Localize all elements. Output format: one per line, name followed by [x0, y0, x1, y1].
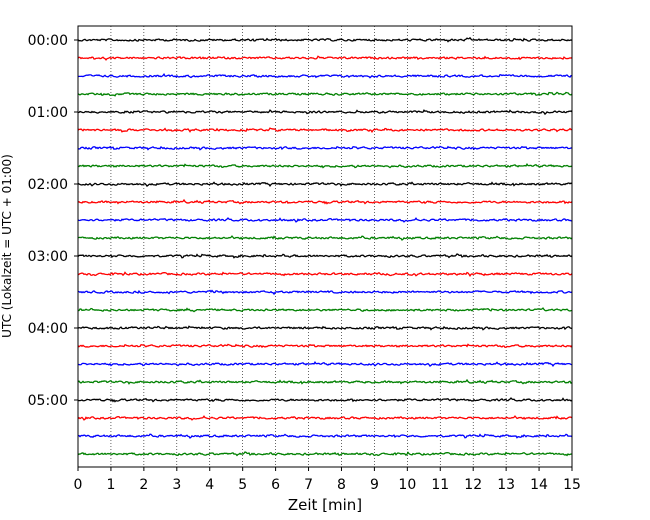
plot-frame [77, 25, 573, 468]
trace-0400 [77, 325, 573, 331]
y-tick-label: 03:00 [28, 249, 68, 265]
x-tick-label: 0 [74, 477, 83, 493]
trace-0000 [77, 36, 573, 43]
trace-0330 [77, 289, 573, 296]
x-tick-label: 10 [398, 477, 416, 493]
y-tick-label: 00:00 [28, 33, 68, 49]
y-tick-label: 04:00 [28, 321, 68, 337]
x-tick-label: 4 [205, 477, 214, 493]
y-axis-label: UTC (Lokalzeit = UTC + 01:00) [0, 154, 14, 338]
x-tick-label: 5 [238, 477, 247, 493]
trace-0115 [77, 127, 573, 133]
trace-0230 [77, 217, 573, 223]
trace-0130 [77, 145, 573, 151]
trace-0215 [77, 198, 573, 205]
trace-0030 [77, 73, 573, 79]
x-tick-label: 13 [497, 477, 515, 493]
x-tick-label: 8 [337, 477, 346, 493]
trace-0530 [77, 433, 573, 439]
x-tick-label: 1 [106, 477, 115, 493]
trace-0500 [77, 397, 573, 403]
trace-0430 [77, 361, 573, 367]
trace-0300 [77, 253, 573, 259]
x-tick-label: 3 [172, 477, 181, 493]
x-tick-label: 6 [271, 477, 280, 493]
trace-0045 [77, 91, 573, 97]
x-tick-label: 7 [304, 477, 313, 493]
trace-0415 [77, 343, 573, 349]
x-tick-label: 15 [563, 477, 581, 493]
trace-0245 [77, 235, 573, 241]
x-axis-label: Zeit [min] [288, 496, 362, 514]
x-tick-label: 11 [431, 477, 449, 493]
trace-0100 [77, 109, 573, 116]
seismic-traces [77, 36, 573, 457]
x-tick-label: 14 [530, 477, 548, 493]
trace-0345 [77, 307, 573, 313]
trace-0515 [77, 415, 573, 421]
y-tick-label: 01:00 [28, 105, 68, 121]
trace-0545 [77, 451, 573, 457]
trace-0015 [77, 55, 573, 61]
trace-0445 [77, 378, 573, 385]
trace-0200 [77, 181, 573, 187]
x-axis-ticks: 0 1 2 3 4 5 6 7 8 9 10 11 12 13 14 15 [74, 467, 581, 493]
x-tick-label: 9 [370, 477, 379, 493]
x-tick-label: 12 [464, 477, 482, 493]
y-tick-label: 05:00 [28, 393, 68, 409]
x-tick-label: 2 [139, 477, 148, 493]
y-axis-ticks: 00:00 01:00 02:00 03:00 04:00 05:00 [28, 33, 78, 409]
y-tick-label: 02:00 [28, 177, 68, 193]
trace-0315 [77, 271, 573, 278]
trace-0145 [77, 163, 573, 169]
